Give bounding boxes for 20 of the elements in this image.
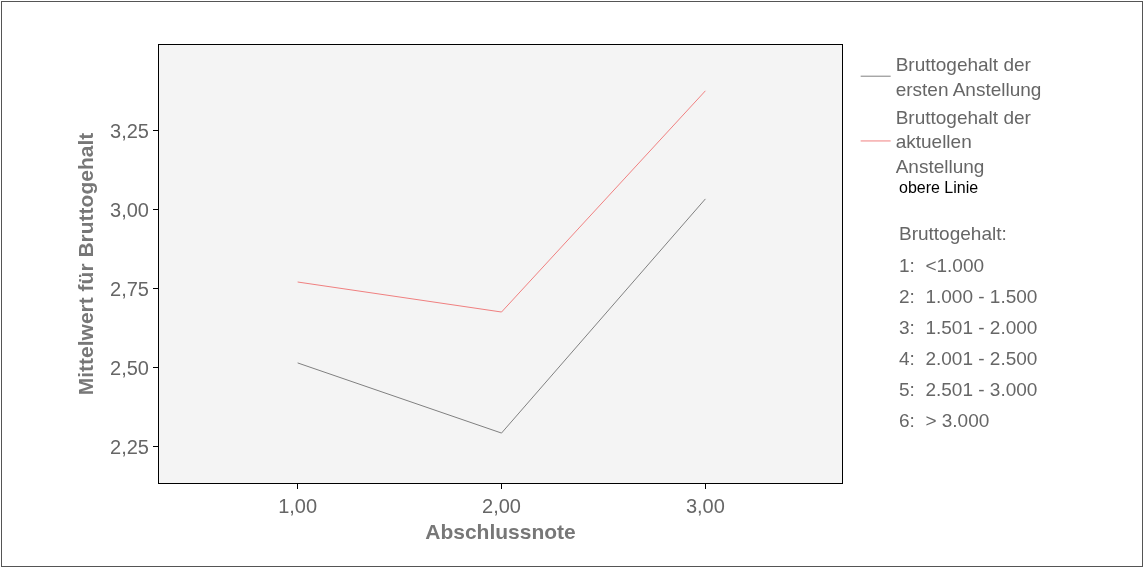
text: Bruttogehalt: [899,223,1007,244]
y-axis-title: Mittelwert für Bruttogehalt [74,132,98,396]
legend-label: Bruttogehalt der aktuellen Anstellung [895,106,1032,178]
y-tick-label: 3,25 [110,119,149,142]
text: 4: 2.001 - 2.500 [899,348,1038,369]
y-tick-label: 2,25 [110,435,149,458]
text: obere Linie [899,179,979,196]
x-tick-label: 2,00 [482,495,521,517]
legend-label: Bruttogehalt der ersten Anstellung [895,54,1042,100]
y-tick-label: 3,00 [110,198,149,221]
text: 2: 1.000 - 1.500 [899,286,1038,307]
text: 5: 2.501 - 3.000 [899,379,1038,400]
x-tick-label: 3,00 [685,495,725,517]
text: 1: <1.000 [899,255,985,276]
x-axis-title: Abschlussnote [425,520,576,544]
x-tick-label: 1,00 [278,495,318,517]
y-tick-label: 2,75 [110,277,149,300]
text: 3: 1.501 - 2.000 [899,317,1038,338]
y-tick-label: 2,50 [110,356,149,379]
text: 6: > 3.000 [899,410,990,431]
